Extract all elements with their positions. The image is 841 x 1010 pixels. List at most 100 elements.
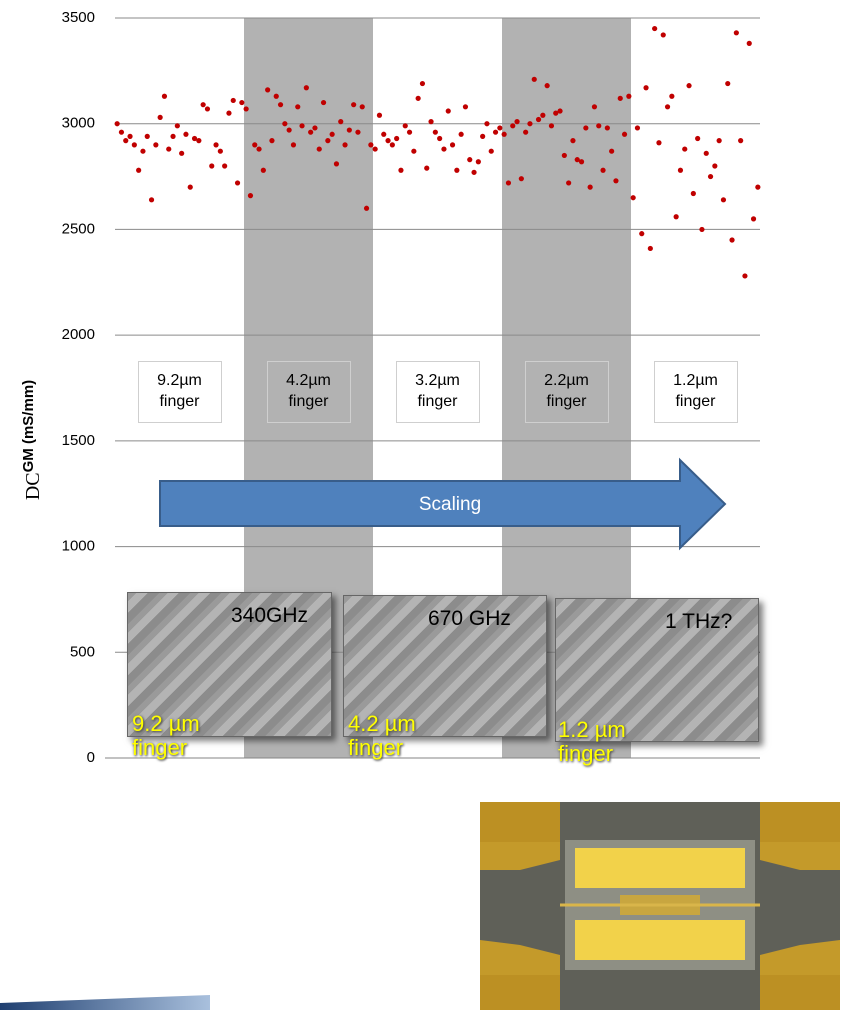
point bbox=[506, 180, 511, 185]
point bbox=[661, 32, 666, 37]
point bbox=[342, 142, 347, 147]
sem-overlay: 670 GHz bbox=[428, 606, 538, 632]
group-label: 9.2µm finger bbox=[138, 361, 222, 423]
point bbox=[699, 227, 704, 232]
point bbox=[334, 161, 339, 166]
point bbox=[136, 168, 141, 173]
point bbox=[355, 130, 360, 135]
y-axis-label: DCGM (mS/mm) bbox=[20, 380, 44, 500]
point bbox=[631, 195, 636, 200]
point bbox=[476, 159, 481, 164]
sem-overlay: 340GHz bbox=[231, 603, 323, 629]
point bbox=[493, 130, 498, 135]
point bbox=[519, 176, 524, 181]
point bbox=[652, 26, 657, 31]
point bbox=[127, 134, 132, 139]
point bbox=[446, 108, 451, 113]
sem-caption: 4.2 µm finger bbox=[348, 712, 458, 760]
point bbox=[545, 83, 550, 88]
point bbox=[755, 185, 760, 190]
point bbox=[196, 138, 201, 143]
point bbox=[321, 100, 326, 105]
point bbox=[596, 123, 601, 128]
point bbox=[734, 30, 739, 35]
point bbox=[686, 83, 691, 88]
point bbox=[428, 119, 433, 124]
y-tick-label: 3000 bbox=[62, 115, 95, 132]
point bbox=[433, 130, 438, 135]
point bbox=[729, 237, 734, 242]
point bbox=[385, 138, 390, 143]
point bbox=[579, 159, 584, 164]
point bbox=[274, 94, 279, 99]
y-axis-label-prefix: DC bbox=[22, 472, 44, 500]
point bbox=[226, 111, 231, 116]
chip-pads bbox=[575, 848, 745, 888]
point bbox=[480, 134, 485, 139]
point bbox=[665, 104, 670, 109]
point bbox=[549, 123, 554, 128]
point bbox=[583, 125, 588, 130]
point bbox=[450, 142, 455, 147]
page: 0500100015002000250030003500 DCGM (mS/mm… bbox=[0, 0, 841, 1010]
y-tick-label: 2500 bbox=[62, 220, 95, 237]
point bbox=[179, 151, 184, 156]
point bbox=[201, 102, 206, 107]
point bbox=[368, 142, 373, 147]
point bbox=[717, 138, 722, 143]
point bbox=[639, 231, 644, 236]
group-label: 3.2µm finger bbox=[396, 361, 480, 423]
point bbox=[213, 142, 218, 147]
point bbox=[287, 127, 292, 132]
point bbox=[622, 132, 627, 137]
point bbox=[231, 98, 236, 103]
point bbox=[738, 138, 743, 143]
point bbox=[536, 117, 541, 122]
point bbox=[123, 138, 128, 143]
point bbox=[188, 185, 193, 190]
point bbox=[282, 121, 287, 126]
point bbox=[330, 132, 335, 137]
y-tick-label: 1000 bbox=[62, 538, 95, 555]
point bbox=[158, 115, 163, 120]
point bbox=[704, 151, 709, 156]
point bbox=[222, 163, 227, 168]
point bbox=[592, 104, 597, 109]
point bbox=[115, 121, 120, 126]
point bbox=[682, 146, 687, 151]
point bbox=[540, 113, 545, 118]
point bbox=[643, 85, 648, 90]
point bbox=[338, 119, 343, 124]
point bbox=[497, 125, 502, 130]
y-tick-label: 500 bbox=[70, 643, 95, 660]
point bbox=[119, 130, 124, 135]
point bbox=[742, 273, 747, 278]
sem-caption: 9.2 µm finger bbox=[132, 712, 242, 760]
point bbox=[588, 185, 593, 190]
point bbox=[351, 102, 356, 107]
point bbox=[669, 94, 674, 99]
point bbox=[471, 170, 476, 175]
sem-caption: 1.2 µm finger bbox=[558, 718, 668, 766]
group-label: 4.2µm finger bbox=[267, 361, 351, 423]
point bbox=[648, 246, 653, 251]
point bbox=[248, 193, 253, 198]
point bbox=[562, 153, 567, 158]
point bbox=[459, 132, 464, 137]
point bbox=[390, 142, 395, 147]
point bbox=[278, 102, 283, 107]
point bbox=[467, 157, 472, 162]
point bbox=[162, 94, 167, 99]
point bbox=[523, 130, 528, 135]
point bbox=[527, 121, 532, 126]
chip-photo bbox=[480, 802, 840, 1010]
point bbox=[312, 125, 317, 130]
point bbox=[153, 142, 158, 147]
point bbox=[725, 81, 730, 86]
point bbox=[261, 168, 266, 173]
chart: 0500100015002000250030003500 DCGM (mS/mm… bbox=[0, 0, 841, 1010]
point bbox=[502, 132, 507, 137]
point bbox=[708, 174, 713, 179]
point bbox=[291, 142, 296, 147]
point bbox=[325, 138, 330, 143]
